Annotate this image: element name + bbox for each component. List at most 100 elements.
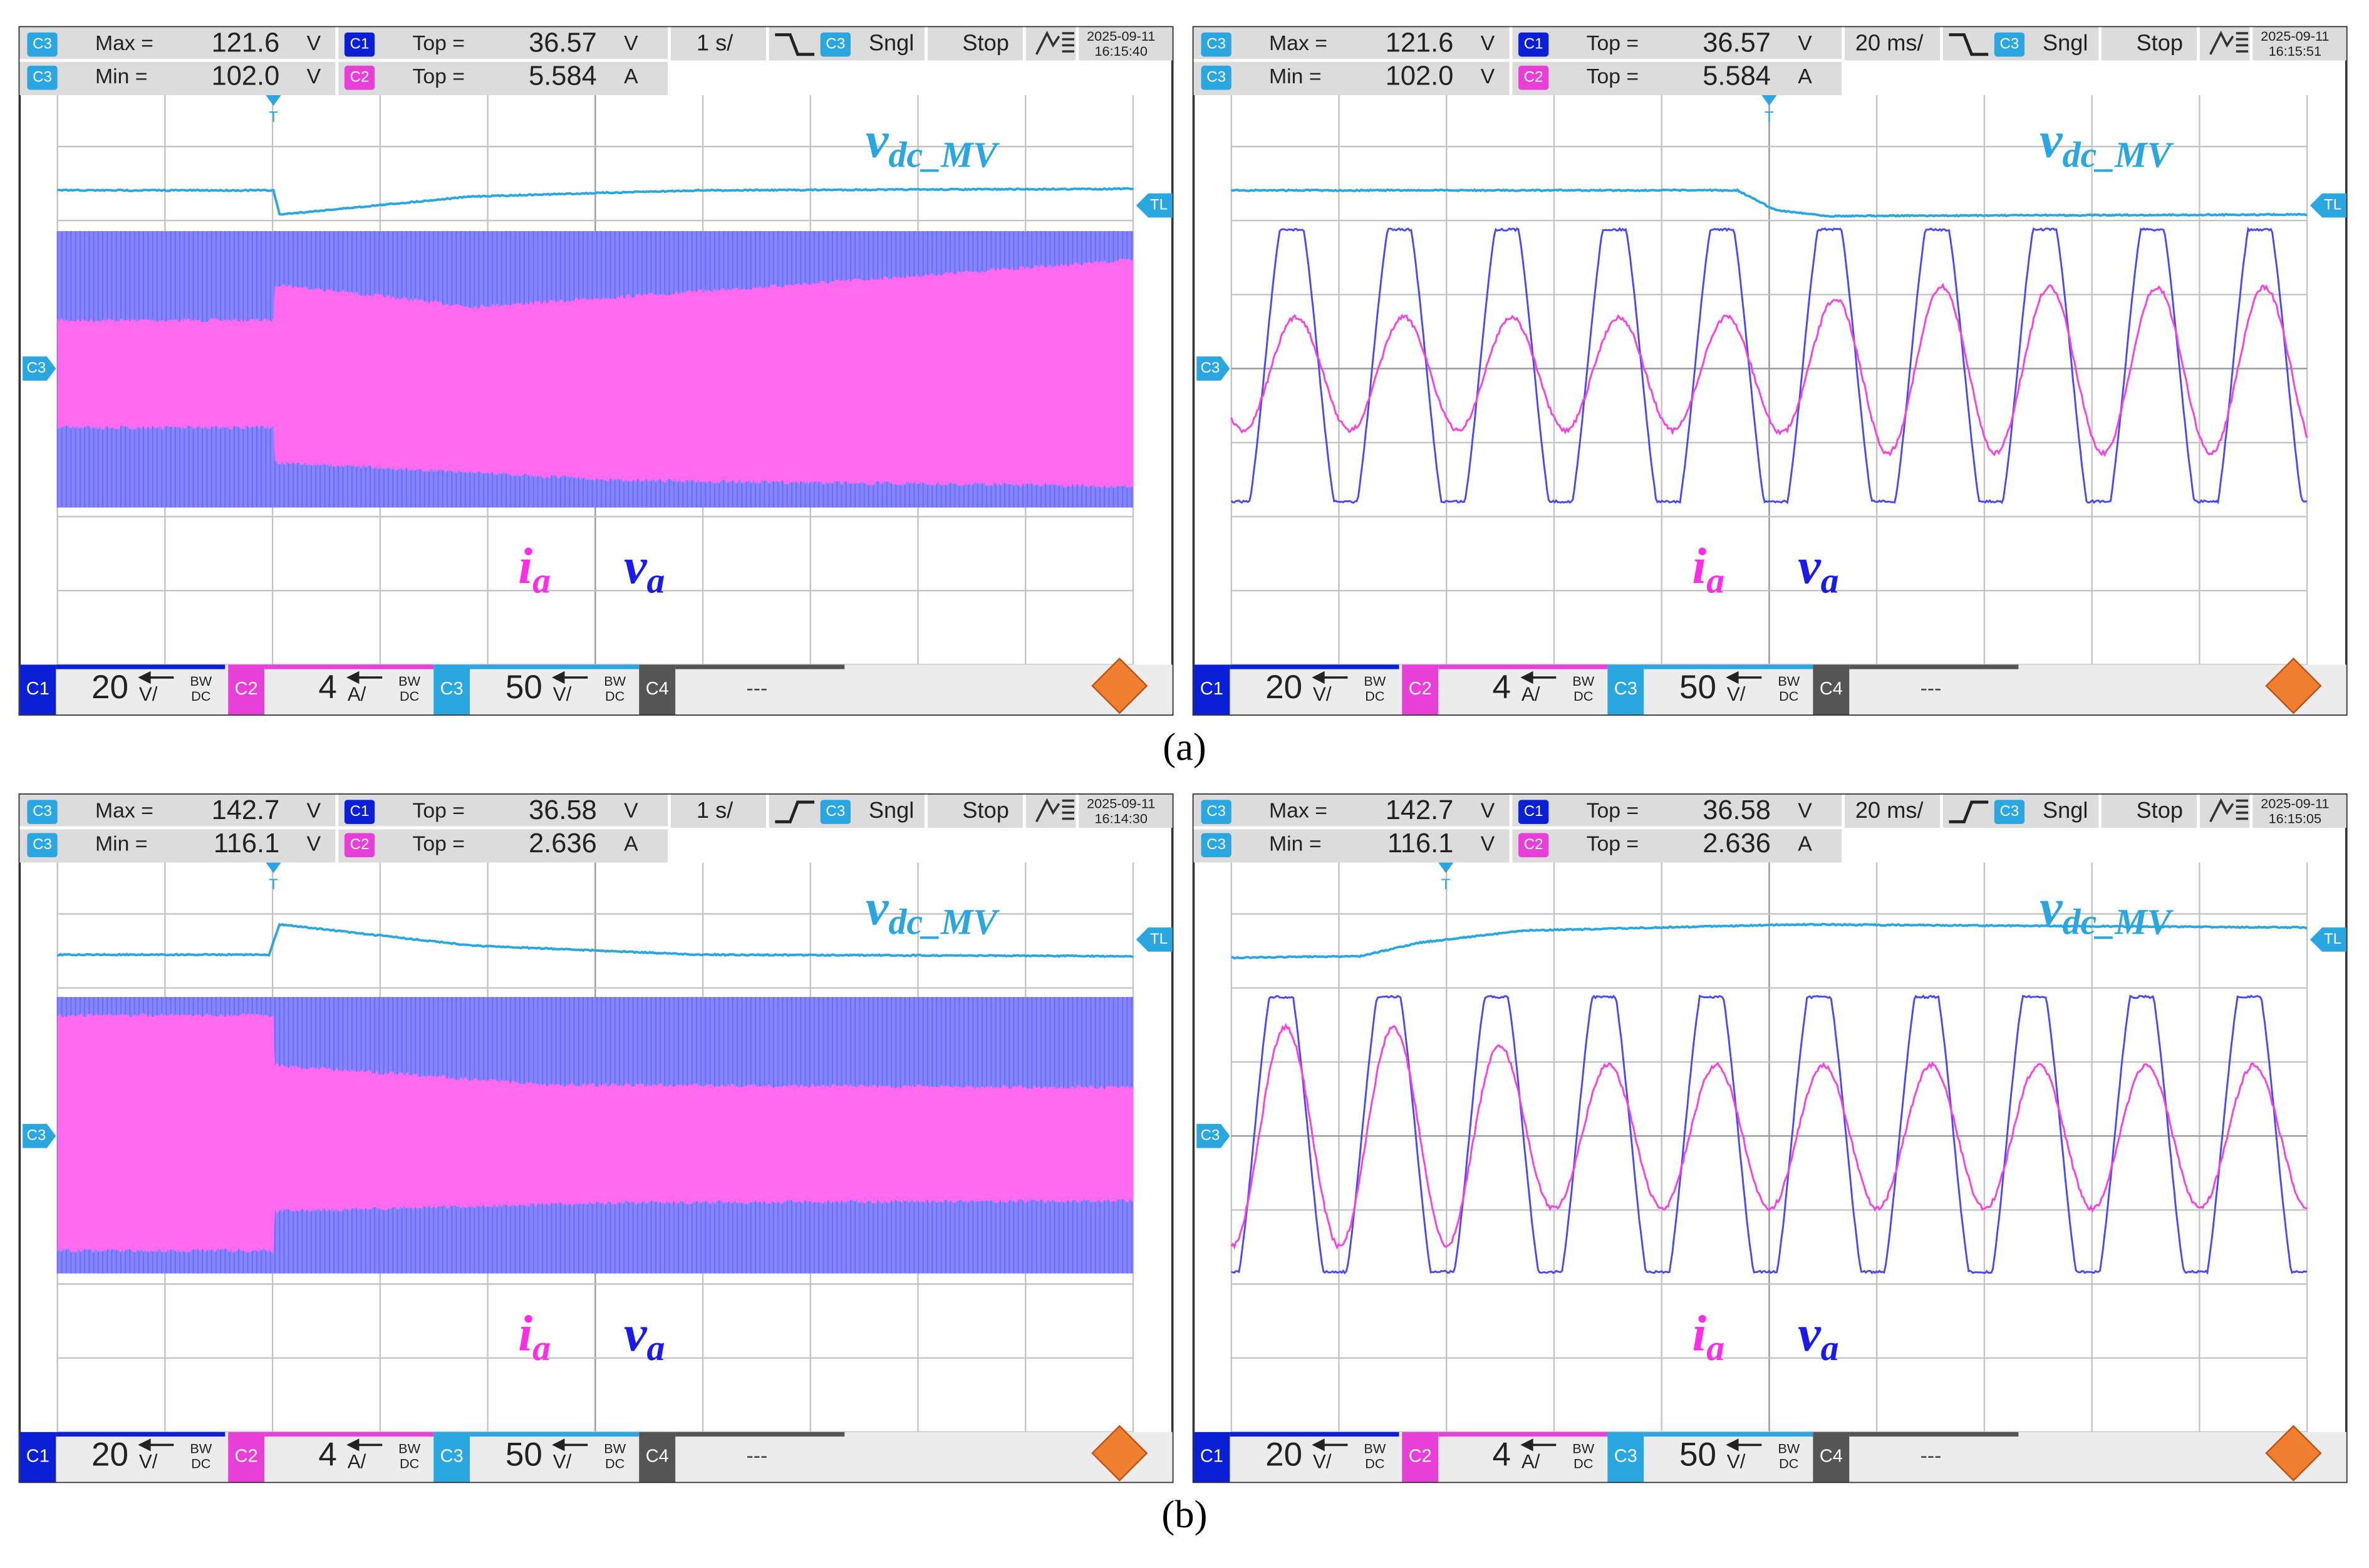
channel-name: C4: [646, 1446, 669, 1466]
measure-value: 121.6: [1386, 28, 1454, 58]
offset-marker: C3: [1201, 359, 1220, 376]
date: 2025-09-11: [1087, 795, 1155, 811]
trigger-arrow: [266, 862, 281, 874]
measure-unit: V: [1481, 799, 1495, 823]
vdc-label-base: v: [866, 111, 889, 168]
channel-scale: 4: [1492, 1436, 1511, 1473]
offset-badge: [23, 356, 56, 381]
bandwidth: BW: [604, 1440, 626, 1456]
ia-label-base: i: [518, 537, 532, 594]
channel-name: C4: [1820, 679, 1843, 699]
badge-text: C1: [1524, 803, 1543, 820]
measure-label: Max =: [1269, 31, 1327, 55]
ia-label-base: i: [518, 1304, 532, 1361]
probe-arrow: [1726, 1438, 1762, 1452]
channel-name: C3: [1614, 679, 1637, 699]
channel-chip: [639, 664, 676, 715]
coupling: DC: [400, 1455, 419, 1471]
badge-text: C3: [33, 69, 52, 86]
probe-arrow: [1312, 671, 1348, 684]
channel-badge: [27, 65, 58, 90]
channel-scale: 4: [318, 669, 337, 706]
badge-text: C1: [1524, 36, 1543, 53]
channel-scale: 50: [505, 1436, 542, 1473]
channel-badge: [344, 32, 375, 57]
current-envelope: [57, 1013, 1133, 1254]
run-state: Stop: [2137, 30, 2183, 56]
channel-chip: [1607, 1431, 1644, 1482]
timebase: 20 ms/: [1855, 30, 1924, 56]
bandwidth: BW: [1572, 1440, 1594, 1456]
header-row: [1193, 27, 2346, 61]
channel-badge: [344, 833, 375, 857]
ia-label: ia: [518, 1304, 551, 1368]
logo: [2265, 658, 2322, 714]
channel-badge: [1994, 800, 2025, 824]
channel-chip: [1813, 1431, 1850, 1482]
measure-label: Top =: [412, 31, 465, 55]
channel-unit: V/: [1313, 1451, 1332, 1473]
va-label-base: v: [1798, 537, 1822, 594]
offset-marker: C3: [26, 359, 46, 376]
badge-text: C1: [350, 803, 370, 820]
coupling: DC: [1573, 688, 1593, 704]
vdc-label-subscript: dc_MV: [2063, 902, 2174, 942]
bandwidth: BW: [1572, 673, 1594, 689]
channel-chip: [228, 1431, 265, 1482]
trigger-marker: T: [269, 876, 278, 893]
measure-unit: V: [1798, 31, 1812, 55]
channel-scale: ---: [747, 1444, 768, 1468]
measure-label: Min =: [95, 64, 148, 88]
bandwidth: BW: [1778, 673, 1800, 689]
bandwidth: BW: [190, 1440, 212, 1456]
channel-chip: [1813, 664, 1850, 715]
channel-name: C1: [1200, 679, 1223, 699]
channel-unit: V/: [1727, 1451, 1746, 1473]
measure-label: Min =: [95, 832, 148, 856]
run-state: Stop: [962, 30, 1008, 56]
channel-name: C1: [26, 1446, 49, 1466]
measure-unit: V: [307, 64, 321, 88]
trigger-marker: T: [1441, 876, 1451, 893]
channel-unit: A/: [1521, 1451, 1540, 1473]
level-marker: TL: [2324, 931, 2341, 947]
channel-badge: [27, 833, 58, 857]
acquisition-mode: Sngl: [2043, 30, 2088, 56]
measure-label: Top =: [1587, 64, 1639, 88]
trigger-arrow: [266, 95, 281, 106]
coupling: DC: [605, 688, 625, 704]
measure-unit: V: [307, 799, 321, 823]
channel-scale: 20: [1265, 669, 1302, 706]
channel-scale: 50: [1679, 1436, 1716, 1473]
measure-value: 5.584: [1703, 61, 1771, 91]
coupling: DC: [605, 1455, 625, 1471]
offset-badge: [1196, 1123, 1230, 1148]
trigger-slope-icon: [1949, 33, 1989, 56]
dc-voltage-trace: [1231, 922, 2308, 960]
channel-badge: [344, 800, 375, 824]
probe-arrow: [138, 671, 174, 684]
logo: [2265, 1425, 2322, 1482]
acquisition-mode: Sngl: [2043, 797, 2088, 823]
probe-arrow: [552, 671, 588, 684]
probe-arrow: [1726, 671, 1762, 684]
acquisition-mode: Sngl: [869, 797, 914, 823]
measure-label: Top =: [412, 799, 465, 823]
va-label-subscript: a: [1821, 1328, 1839, 1368]
status-icon: [1035, 798, 1074, 823]
coupling: DC: [1365, 688, 1384, 704]
bandwidth: BW: [1364, 673, 1386, 689]
scope-panel: C3 Max = 142.7 V C1 Top = 36.58 V C3 Min = 116.1 V C…: [18, 793, 1174, 1483]
bandwidth: BW: [604, 673, 626, 689]
time: 16:15:51: [2269, 43, 2321, 59]
level-marker: TL: [1150, 931, 1168, 947]
badge-text: C3: [1206, 36, 1226, 53]
measure-unit: A: [624, 64, 638, 88]
coupling: DC: [1779, 688, 1798, 704]
coupling: DC: [1779, 1455, 1798, 1471]
channel-scale: ---: [1921, 676, 1942, 700]
measure-label: Top =: [1587, 799, 1639, 823]
coupling: DC: [191, 688, 210, 704]
channel-badge: [1994, 32, 2025, 57]
